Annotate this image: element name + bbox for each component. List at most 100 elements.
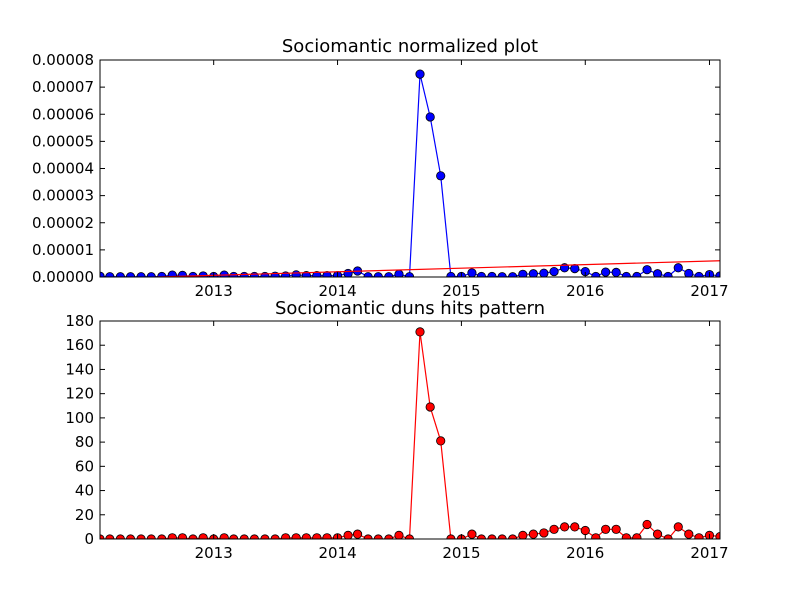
bottom-data-point: [312, 533, 322, 539]
bottom-data-point: [611, 524, 621, 534]
bottom-data-point: [601, 524, 611, 534]
bottom-chart-title: Sociomantic duns hits pattern: [275, 298, 545, 319]
top-data-point: [528, 269, 538, 277]
bottom-data-point: [301, 533, 311, 539]
bottom-data-point: [694, 533, 704, 539]
top-data-point: [601, 267, 611, 277]
bottom-data-point: [281, 533, 291, 539]
top-data-point: [177, 270, 188, 277]
top-x-tick-label: 2015: [442, 282, 480, 300]
bottom-data-point: [436, 436, 446, 446]
bottom-data-point: [591, 533, 601, 539]
top-data-point: [467, 268, 477, 277]
bottom-data-point: [580, 525, 590, 536]
bottom-x-tick-label: 2017: [690, 544, 728, 562]
bottom-x-tick-label: 2016: [566, 544, 604, 562]
bottom-data-point: [394, 530, 404, 539]
top-data-point: [425, 112, 435, 122]
top-data-point: [446, 271, 456, 277]
top-x-tick-label: 2016: [566, 282, 604, 300]
bottom-data-point: [425, 402, 435, 412]
top-y-tick-label: 0.00004: [32, 160, 94, 178]
top-data-point: [684, 268, 694, 277]
top-y-tick-label: 0.00003: [32, 187, 94, 205]
bottom-data-point: [415, 327, 425, 337]
bottom-data-point: [652, 529, 663, 539]
top-y-tick-label: 0.00005: [32, 132, 94, 150]
bottom-data-point: [518, 530, 528, 539]
top-data-point: [642, 265, 652, 275]
bottom-data-point: [621, 533, 631, 539]
bottom-data-point: [167, 533, 177, 539]
bottom-data-point: [684, 529, 694, 539]
top-data-point: [322, 271, 332, 277]
bottom-data-point: [539, 528, 549, 538]
bottom-data-point: [467, 529, 477, 539]
top-data-point: [549, 266, 559, 277]
bottom-y-tick-label: 0: [84, 530, 94, 548]
bottom-data-point: [642, 519, 652, 530]
bottom-x-tick-label: 2013: [195, 544, 233, 562]
bottom-data-point: [549, 524, 559, 534]
top-data-point: [487, 271, 497, 277]
top-data-point: [415, 69, 425, 79]
bottom-y-tick-label: 100: [65, 409, 94, 427]
top-data-point: [343, 268, 353, 277]
top-trend-line: [135, 260, 720, 277]
top-x-tick-label: 2014: [318, 282, 356, 300]
top-data-point: [621, 271, 631, 277]
bottom-y-tick-label: 140: [65, 360, 94, 378]
bottom-data-point: [291, 533, 301, 539]
top-x-tick-label: 2013: [195, 282, 233, 300]
top-x-tick-label: 2017: [690, 282, 728, 300]
top-data-point: [167, 270, 177, 277]
bottom-y-tick-label: 80: [75, 433, 94, 451]
top-data-point: [539, 268, 549, 277]
bottom-data-point: [352, 529, 363, 539]
top-data-point: [663, 271, 673, 277]
top-data-point: [436, 171, 446, 181]
bottom-y-tick-label: 120: [65, 385, 94, 403]
bottom-y-tick-label: 20: [75, 506, 94, 524]
bottom-plot-frame: [99, 320, 721, 540]
top-data-point: [694, 271, 704, 277]
bottom-data-point: [528, 529, 538, 539]
bottom-series-group: [100, 327, 720, 539]
top-y-tick-label: 0.00008: [32, 51, 94, 69]
bottom-y-tick-label: 40: [75, 482, 94, 500]
bottom-data-point: [219, 533, 229, 539]
top-data-point: [673, 263, 683, 273]
top-data-point: [476, 271, 487, 277]
top-data-point: [570, 263, 580, 274]
bottom-y-tick-label: 180: [65, 312, 94, 330]
top-y-tick-label: 0.00001: [32, 241, 94, 259]
top-data-point: [611, 267, 621, 277]
top-data-point: [291, 270, 301, 277]
top-data-point: [591, 271, 601, 277]
bottom-data-point: [632, 533, 642, 539]
top-y-tick-label: 0.00000: [32, 268, 94, 286]
bottom-data-point: [322, 533, 332, 539]
bottom-data-point: [570, 522, 580, 532]
top-series-group: [100, 69, 720, 277]
top-chart-panel: 0.00000 0.00001 0.00002 0.00003 0.00004 0.000…: [32, 36, 729, 300]
bottom-data-point: [673, 522, 683, 532]
bottom-y-tick-label: 160: [65, 336, 94, 354]
top-data-point: [518, 269, 528, 277]
bottom-data-point: [343, 530, 353, 539]
top-data-point: [632, 271, 642, 277]
top-chart-title: Sociomantic normalized plot: [282, 36, 538, 57]
bottom-data-point: [198, 533, 208, 539]
top-y-tick-label: 0.00002: [32, 214, 94, 232]
bottom-data-point: [559, 522, 570, 532]
bottom-x-tick-label: 2014: [318, 544, 356, 562]
bottom-x-tick-label: 2015: [442, 544, 480, 562]
bottom-y-tick-label: 60: [75, 457, 94, 475]
bottom-chart-panel: 0 20 40 60 80 100 120 140 160 180 2013 2014 2015 2016…: [65, 298, 728, 562]
bottom-data-point: [177, 533, 188, 539]
top-y-tick-label: 0.00007: [32, 78, 94, 96]
top-data-point: [652, 269, 663, 277]
top-y-tick-label: 0.00006: [32, 105, 94, 123]
